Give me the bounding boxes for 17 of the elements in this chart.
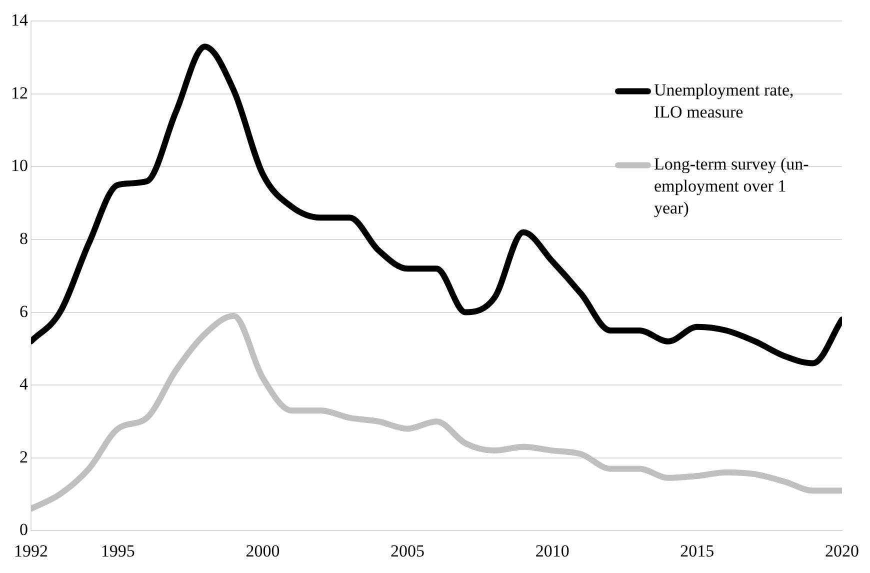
y-tick-label: 8 <box>20 228 28 248</box>
x-tick-label: 2015 <box>680 541 714 560</box>
y-tick-label: 0 <box>20 520 28 540</box>
y-tick-label: 6 <box>20 302 28 321</box>
y-tick-label: 2 <box>20 447 28 466</box>
y-tick-label: 14 <box>11 10 28 30</box>
x-tick-label: 2005 <box>390 541 425 560</box>
y-tick-label: 10 <box>11 156 28 176</box>
x-tick-label: 2020 <box>825 541 859 560</box>
x-tick-label: 2010 <box>535 541 570 560</box>
legend-label: Unemployment rate, ILO measure <box>654 80 794 122</box>
x-tick-label: 1995 <box>100 541 135 560</box>
x-tick-label: 1992 <box>14 541 48 560</box>
x-tick-label: 2000 <box>246 541 280 560</box>
legend-label: Long-term survey (un-employment over 1 year) <box>654 154 810 218</box>
y-tick-label: 4 <box>20 374 28 394</box>
y-tick-label: 12 <box>11 83 28 102</box>
